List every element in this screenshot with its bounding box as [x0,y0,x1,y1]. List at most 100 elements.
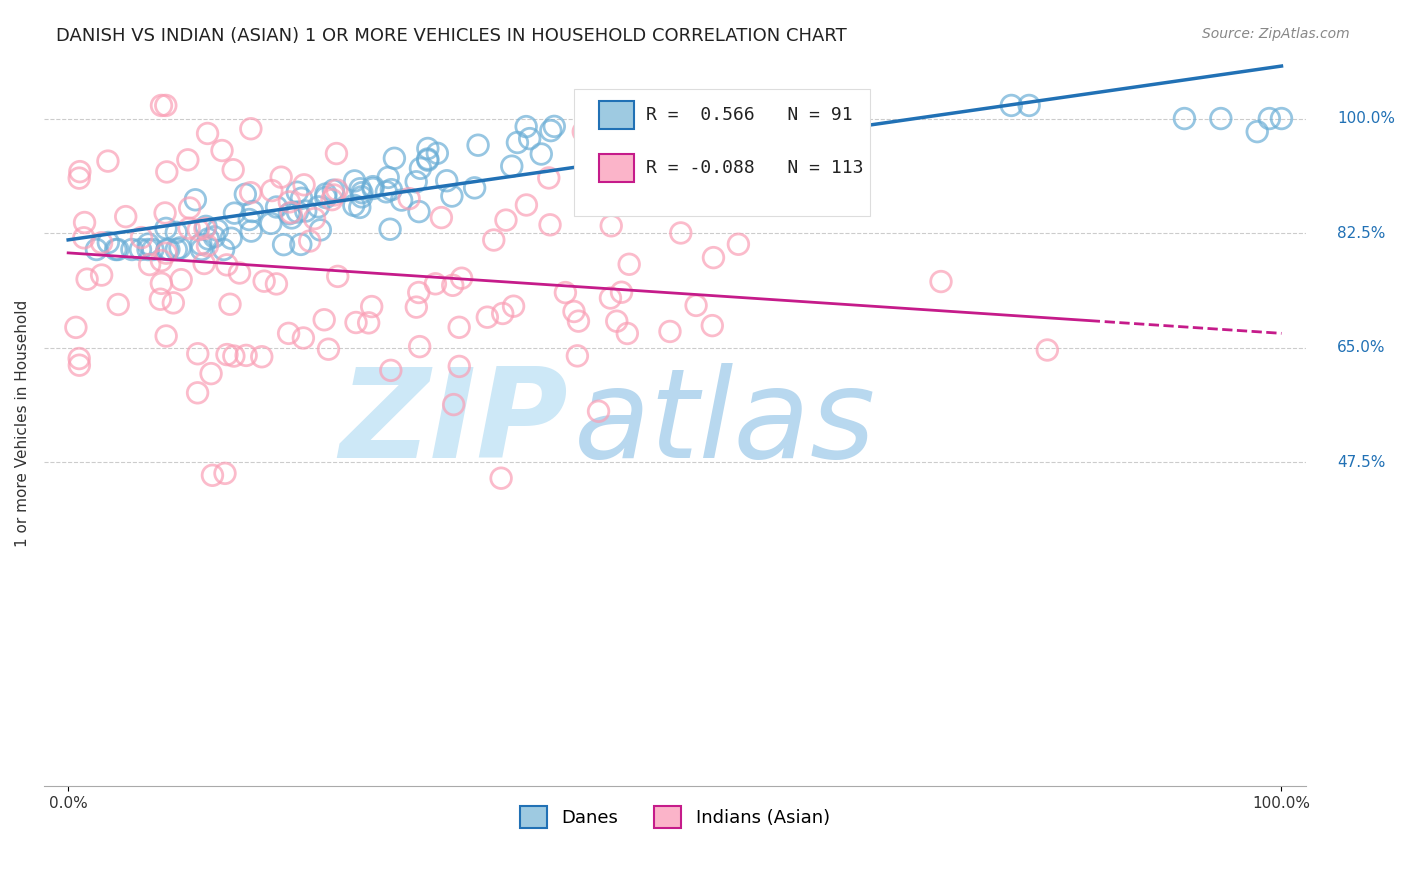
Point [73,231,96,245]
Text: R = -0.088   N = 113: R = -0.088 N = 113 [645,159,863,177]
Point [193,256,215,270]
Point [150,98,173,112]
Point [69,164,91,178]
Text: ZIP: ZIP [339,362,568,483]
Point [179,201,201,215]
Point [177,153,200,167]
Point [323,188,346,202]
Point [567,314,589,328]
Point [86,243,108,257]
Point [343,198,366,212]
Point [502,299,524,313]
Point [669,226,692,240]
Point [543,120,565,134]
Bar [599,154,634,182]
Point [298,234,321,248]
Point [278,194,301,209]
Point [200,367,222,381]
Point [165,226,187,240]
Point [222,349,245,363]
Point [492,306,515,320]
Point [65,320,87,334]
Point [540,123,562,137]
Text: DANISH VS INDIAN (ASIAN) 1 OR MORE VEHICLES IN HOUSEHOLD CORRELATION CHART: DANISH VS INDIAN (ASIAN) 1 OR MORE VEHIC… [56,27,846,45]
Point [314,312,336,326]
Point [537,170,560,185]
Point [1258,112,1281,126]
Point [408,204,430,219]
Point [194,219,217,234]
Point [197,238,219,252]
Point [240,224,263,238]
Text: 65.0%: 65.0% [1337,340,1386,355]
Point [153,206,176,220]
Point [211,144,233,158]
Point [515,198,537,212]
Text: atlas: atlas [574,362,876,483]
Point [318,342,340,356]
Point [238,212,260,227]
Point [477,310,499,325]
Point [273,237,295,252]
Point [73,215,96,229]
Point [1246,125,1268,139]
Point [464,181,486,195]
Point [600,219,623,233]
Point [425,277,447,291]
Point [614,110,637,124]
Point [416,141,439,155]
Point [290,191,312,205]
Point [1018,98,1040,112]
Point [586,122,609,136]
Point [495,213,517,227]
Point [322,183,344,197]
Text: R =  0.566   N = 91: R = 0.566 N = 91 [645,106,852,124]
Point [197,232,219,246]
Point [194,221,217,235]
Point [326,183,349,197]
Point [349,182,371,196]
Point [616,326,638,341]
Point [361,181,384,195]
Point [405,300,427,314]
Point [131,230,153,244]
Point [685,298,707,312]
Text: Source: ZipAtlas.com: Source: ZipAtlas.com [1202,27,1350,41]
Point [292,178,315,192]
Point [315,190,337,204]
Point [617,257,640,271]
Point [150,253,173,268]
Point [202,230,225,244]
Point [136,237,159,252]
Point [67,358,90,372]
Point [375,185,398,199]
Point [280,205,302,219]
Point [187,223,209,237]
Point [530,147,553,161]
Point [554,285,576,300]
Point [436,174,458,188]
Point [391,193,413,207]
Point [169,241,191,255]
Point [929,275,952,289]
Point [239,186,262,200]
Point [155,329,177,343]
Point [426,146,449,161]
Point [441,278,464,293]
Point [165,243,187,257]
Point [215,258,238,272]
Text: 82.5%: 82.5% [1337,226,1386,241]
Point [538,218,561,232]
Point [307,200,329,214]
Point [67,171,90,186]
Point [156,165,179,179]
Point [349,201,371,215]
Point [162,296,184,310]
Point [260,216,283,230]
Point [599,291,621,305]
Point [638,101,661,115]
Point [67,351,90,366]
Point [506,136,529,150]
Point [1173,112,1195,126]
Legend: Danes, Indians (Asian): Danes, Indians (Asian) [513,799,837,836]
